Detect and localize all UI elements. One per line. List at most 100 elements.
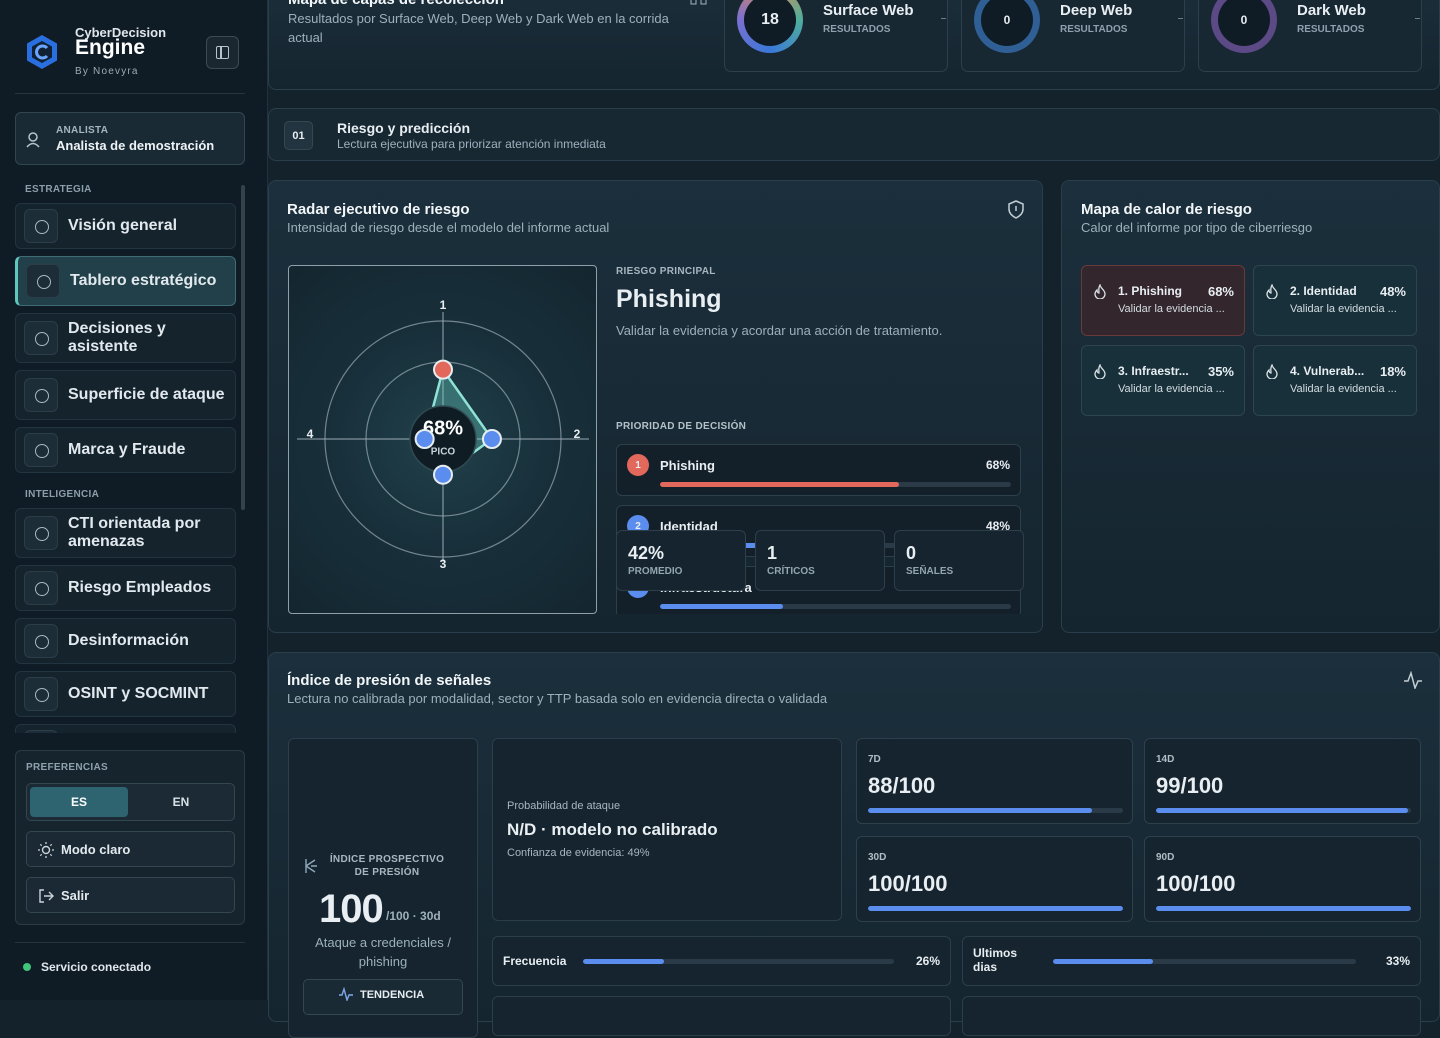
nav-label: Desinformación — [68, 632, 189, 649]
index-suffix: /100 · 30d — [386, 909, 441, 923]
language-option[interactable]: ES — [30, 787, 128, 817]
nav-item[interactable]: Visión general — [15, 203, 236, 249]
user-card[interactable]: ANALISTA Analista de demostración — [15, 112, 245, 165]
nav-item[interactable]: CTI orientada por amenazas — [15, 508, 236, 558]
nav-item[interactable]: Superficie de ataque — [15, 370, 236, 420]
brand-by: By Noevyra — [75, 66, 139, 77]
theme-button[interactable]: Modo claro — [26, 831, 235, 867]
nav-label: OSINT y SOCMINT — [68, 685, 209, 702]
nav-label: Superficie de ataque — [68, 386, 225, 403]
radar-subtitle: Intensidad de riesgo desde el modelo del… — [287, 220, 610, 235]
heat-name: 2. Identidad — [1290, 284, 1357, 298]
trend-icon — [339, 987, 353, 1001]
window-label: 7D — [868, 754, 881, 765]
heat-value: 48% — [1379, 284, 1406, 299]
heat-cell: 2. Identidad 48% Validar la evidencia ... — [1253, 265, 1417, 336]
index-icon — [305, 859, 317, 873]
user-role: ANALISTA — [56, 125, 109, 136]
status-dot — [23, 963, 31, 971]
nav-icon — [24, 624, 58, 658]
nav-item[interactable]: OSINT y SOCMINT — [15, 671, 236, 717]
heat-note: Validar la evidencia ... — [1118, 303, 1225, 315]
nav-item[interactable]: Desinformación — [15, 618, 236, 664]
layer-tick — [1415, 18, 1420, 19]
priority-item: 1 Phishing 68% — [616, 444, 1021, 496]
trend-button[interactable]: TENDENCIA — [303, 979, 463, 1015]
window-value: 100/100 — [1156, 871, 1236, 896]
window-card: 14D 99/100 — [1144, 738, 1421, 824]
stat-value: 1 — [767, 543, 778, 563]
user-icon — [26, 132, 40, 148]
layer-label: RESULTADOS — [1060, 24, 1128, 35]
factor-track — [1053, 959, 1356, 964]
nav-label: Decisiones y asistente — [68, 320, 166, 355]
heat-cell: 4. Vulnerab... 18% Validar la evidencia ..… — [1253, 345, 1417, 416]
nav-label: Visión general — [68, 217, 178, 234]
heatmap-subtitle: Calor del informe por tipo de ciberriesg… — [1081, 220, 1313, 235]
factor-bar: Ultimos dias 33% — [962, 936, 1421, 986]
section-number: 01 — [284, 121, 313, 150]
factor-value: 33% — [1385, 954, 1410, 968]
theme-label: Modo claro — [61, 841, 131, 857]
stat-box: 42% PROMEDIO — [616, 530, 746, 591]
radar-axis-label: 3 — [440, 557, 447, 571]
radar-peak-label: PICO — [431, 447, 456, 458]
priority-bar — [660, 604, 783, 609]
language-option[interactable]: EN — [172, 795, 190, 809]
layer-card: 0 Dark Web RESULTADOS — [1198, 0, 1422, 72]
nav-item[interactable]: Riesgo Empleados — [15, 565, 236, 611]
window-track — [868, 808, 1123, 813]
window-label: 14D — [1156, 754, 1175, 765]
next-row — [492, 996, 951, 1036]
nav-item[interactable]: Grafo de — [15, 724, 236, 733]
heat-value: 68% — [1207, 284, 1234, 299]
flame-icon — [1094, 364, 1106, 379]
nav-label: Marca y Fraude — [68, 441, 186, 458]
window-bar — [868, 808, 1093, 813]
window-value: 100/100 — [868, 871, 948, 896]
pulse-icon — [1404, 671, 1422, 689]
next-row — [962, 996, 1421, 1036]
layer-ring-inner — [981, 0, 1033, 46]
window-track — [868, 906, 1123, 911]
nav-item[interactable]: Tablero estratégico — [15, 256, 236, 306]
layer-name: Deep Web — [1060, 2, 1133, 19]
brand-company: CyberDecision — [75, 25, 167, 40]
factor-name: Ultimos dias — [973, 946, 1018, 974]
factor-fill — [1053, 959, 1153, 964]
layer-tick — [1178, 18, 1183, 19]
nav-section-title: INTELIGENCIA — [25, 489, 100, 500]
nav-item[interactable]: Marca y Fraude — [15, 427, 236, 473]
brand-product: Engine — [75, 36, 146, 59]
layer-label: RESULTADOS — [823, 24, 891, 35]
nav-section-title: ESTRATEGIA — [25, 184, 92, 195]
flame-icon — [1094, 284, 1106, 299]
nav-icon — [24, 433, 58, 467]
section-title: Riesgo y predicción — [337, 120, 471, 136]
probability-box: Probabilidad de ataque N/D · modelo no c… — [492, 738, 842, 921]
status-text: Servicio conectado — [41, 960, 152, 974]
probability-value: N/D · modelo no calibrado — [507, 820, 718, 839]
layer-label: RESULTADOS — [1297, 24, 1365, 35]
probability-label: Probabilidad de ataque — [507, 800, 621, 812]
section-header: 01 Riesgo y predicción Lectura ejecutiva… — [268, 108, 1440, 161]
main-risk-label: RIESGO PRINCIPAL — [616, 266, 716, 277]
logout-button[interactable]: Salir — [26, 877, 235, 913]
preferences-title: PREFERENCIAS — [26, 762, 108, 773]
radar-axis-label: 4 — [307, 427, 314, 441]
heat-value: 18% — [1379, 364, 1406, 379]
window-label: 30D — [868, 852, 887, 863]
stat-box: 0 SEÑALES — [894, 530, 1024, 591]
collapse-button[interactable] — [206, 36, 239, 69]
heat-name: 1. Phishing — [1118, 284, 1183, 298]
layer-name: Surface Web — [823, 2, 914, 19]
nav-icon — [24, 378, 58, 412]
scrollbar — [241, 185, 245, 510]
sidebar: CyberDecision Engine By Noevyra ANALISTA… — [0, 0, 268, 1000]
nav-icon — [26, 264, 60, 298]
pressure-index: ÍNDICE PROSPECTIVO DE PRESIÓN 100 /100 ·… — [288, 738, 478, 1038]
nav-item[interactable]: Decisiones y asistente — [15, 313, 236, 363]
layer-name: Dark Web — [1297, 2, 1366, 19]
heat-note: Validar la evidencia ... — [1290, 303, 1397, 315]
